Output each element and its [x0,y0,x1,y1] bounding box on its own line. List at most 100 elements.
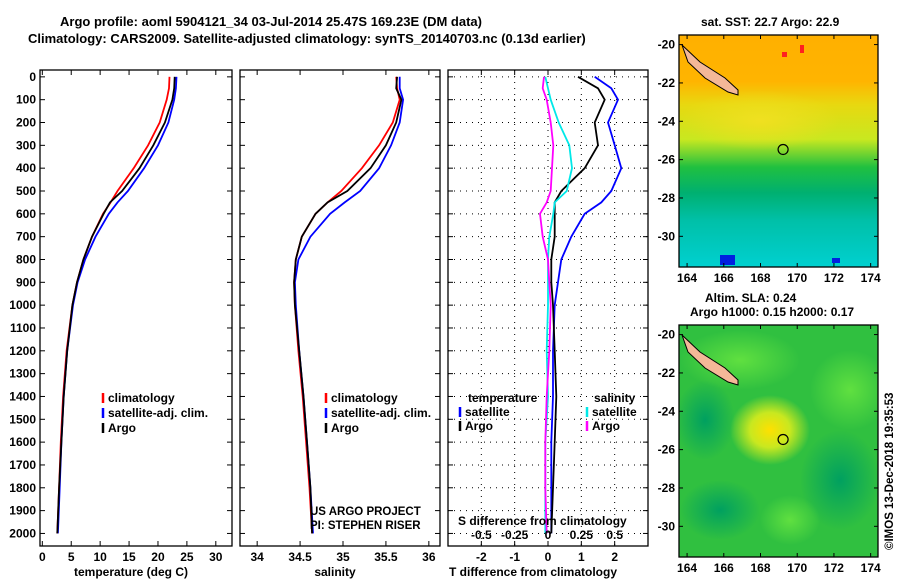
new-caledonia-island [681,44,739,96]
lon-tick-label: 164 [677,271,697,285]
series-line-s-argo [539,76,555,534]
x2-tick-label: 0.5 [606,528,623,542]
lat-tick-label: -26 [658,443,676,457]
x-tick-label: 10 [93,550,107,564]
argo-position-marker [777,433,789,446]
lat-tick-label: -28 [658,481,676,495]
panel-frame [39,69,233,547]
x2-tick-label: 0 [545,528,552,542]
x-axis-label: temperature (deg C) [74,565,188,579]
depth-tick-label: 1300 [9,367,36,381]
x-tick-label: 20 [151,550,165,564]
x-tick-label: 36 [422,550,436,564]
x-tick-label: 5 [68,550,75,564]
x-tick-label: 34 [250,550,264,564]
depth-tick-label: 200 [16,116,36,130]
series-line-satellite-adj-clim- [57,76,178,534]
lat-tick-label: -22 [658,76,676,90]
x-tick-label: 0 [545,550,552,564]
depth-tick-label: 1100 [10,321,36,335]
x2-tick-label: -0.25 [501,528,529,542]
legend-label: satellite [465,405,510,419]
x-tick-label: -1 [509,550,520,564]
depth-tick-label: 1400 [9,389,36,403]
depth-tick-label: 900 [16,275,36,289]
x-tick-label: 0 [39,550,46,564]
project-credit: US ARGO PROJECT [310,506,421,518]
sla-map-frame [678,324,879,558]
legend-label: climatology [108,391,175,405]
lat-tick-label: -26 [658,153,676,167]
x-tick-label: 34.5 [288,550,312,564]
sla-low-patch [679,380,735,460]
depth-tick-label: 500 [16,184,36,198]
legend-label: Argo [592,419,620,433]
lon-tick-label: 164 [677,561,697,575]
depth-tick-label: 600 [16,207,36,221]
depth-tick-label: 700 [16,230,36,244]
x2-axis-label: S difference from climatology [458,514,627,528]
sst-warm-patch [680,90,840,150]
sla-high-patch [760,495,820,545]
series-line-s-satellite [544,76,573,534]
sla-high-patch [730,395,810,465]
sst-map-frame [678,34,879,268]
series-line-argo [293,76,403,534]
depth-tick-label: 400 [16,161,36,175]
lon-tick-label: 170 [787,271,807,285]
sla-map-title-2: Argo h1000: 0.15 h2000: 0.17 [690,305,854,319]
lat-tick-label: -20 [658,328,676,342]
depth-tick-label: 1700 [9,458,36,472]
depth-tick-label: 0 [29,70,36,84]
argo-position-marker [777,143,789,156]
depth-tick-label: 1500 [9,412,36,426]
x-tick-label: 35 [336,550,350,564]
sst-hot-pixel [782,52,787,57]
legend-heading-salinity: salinity [594,391,636,405]
sst-cold-patch [720,255,735,265]
lat-tick-label: -22 [658,366,676,380]
legend-label: climatology [331,391,398,405]
depth-tick-label: 1800 [9,481,36,495]
sla-map: Altim. SLA: 0.24 Argo h1000: 0.15 h2000:… [658,291,881,575]
sla-high-patch [810,350,878,430]
sst-cold-patch [832,258,840,263]
depth-tick-label: 2000 [9,526,36,540]
legend-label: Argo [331,421,359,435]
series-line-t-argo [550,76,606,534]
lat-tick-label: -30 [658,519,676,533]
lat-tick-label: -24 [658,404,676,418]
x-tick-label: 15 [122,550,136,564]
depth-tick-label: 300 [16,138,36,152]
imos-timestamp: ©IMOS 13-Dec-2018 19:35:53 [884,393,896,550]
sla-map-title-1: Altim. SLA: 0.24 [705,291,797,305]
pi-credit: PI: STEPHEN RISER [310,520,421,532]
lon-tick-label: 166 [714,271,734,285]
depth-tick-label: 100 [16,93,36,107]
depth-tick-label: 1900 [9,504,36,518]
sst-map: sat. SST: 22.7 Argo: 22.9 164 166 168 170 17… [658,15,881,285]
x-tick-label: 25 [180,550,194,564]
x-axis-label: T difference from climatology [449,565,617,579]
lon-tick-label: 168 [750,271,770,285]
x-axis-label: salinity [314,565,356,579]
x2-tick-label: -0.5 [471,528,492,542]
depth-tick-label: 1200 [9,344,36,358]
lon-tick-label: 174 [861,561,881,575]
x-tick-label: 2 [611,550,618,564]
sla-low-patch [800,430,878,530]
legend-label: Argo [108,421,136,435]
lon-tick-label: 168 [750,561,770,575]
lat-tick-label: -28 [658,191,676,205]
sla-high-patch [680,330,800,390]
series-line-argo [56,76,176,534]
title-line-1: Argo profile: aoml 5904121_34 03-Jul-201… [60,14,482,29]
depth-tick-label: 800 [16,252,36,266]
x-tick-label: 30 [209,550,223,564]
legend-label: Argo [465,419,493,433]
profile-panels: 0100200300400500600700800900100011001200… [9,69,649,579]
lon-tick-label: 174 [861,271,881,285]
sst-map-title: sat. SST: 22.7 Argo: 22.9 [701,15,840,29]
x-tick-label: 1 [578,550,585,564]
